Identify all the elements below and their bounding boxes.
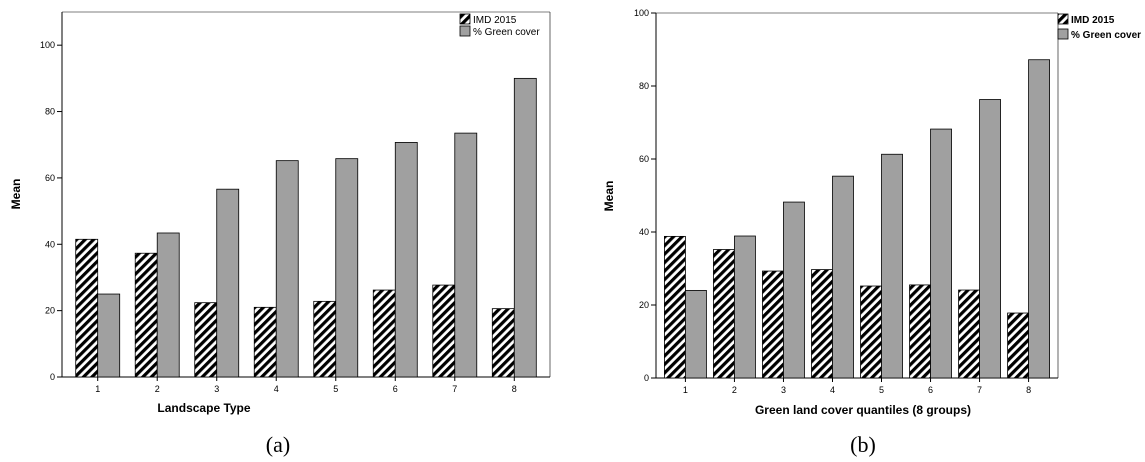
bar-imd-2015 (194, 302, 218, 378)
legend: IMD 2015 % Green cover (1057, 13, 1141, 41)
bar-green-cover (335, 158, 359, 378)
bar-green-cover (97, 293, 121, 378)
bar-imd-2015 (713, 249, 735, 379)
x-tick-label: 7 (452, 384, 457, 394)
y-tick-label: 40 (639, 227, 649, 237)
y-axis-title: Mean (602, 181, 616, 212)
bar-imd-2015 (909, 284, 931, 379)
y-axis-title: Mean (9, 179, 23, 210)
bar-green-cover (156, 232, 180, 378)
panel-label-a: (a) (266, 432, 290, 457)
bar-green-cover (513, 77, 537, 378)
x-tick-label: 8 (1026, 385, 1031, 395)
y-tick-label: 40 (45, 239, 55, 249)
x-axis-ticks: 1 2 3 4 5 6 7 8 (95, 377, 517, 394)
bar-imd-2015 (1007, 312, 1029, 379)
y-axis-ticks: 0 20 40 60 80 100 (40, 40, 62, 382)
legend: IMD 2015 % Green cover (459, 13, 540, 38)
bar-green-cover (832, 175, 854, 379)
panel-label-b: (b) (850, 432, 876, 457)
y-tick-label: 80 (45, 107, 55, 117)
y-tick-label: 100 (634, 8, 649, 18)
bar-imd-2015 (75, 238, 99, 378)
x-tick-label: 4 (274, 384, 279, 394)
bar-imd-2015 (811, 269, 833, 379)
x-tick-label: 3 (214, 384, 219, 394)
bar-green-cover (394, 142, 418, 378)
bar-imd-2015 (491, 308, 515, 378)
bar-imd-2015 (134, 252, 158, 378)
bar-green-cover (979, 99, 1001, 379)
x-tick-label: 2 (155, 384, 160, 394)
x-tick-label: 1 (683, 385, 688, 395)
legend-label-green: % Green cover (473, 27, 540, 38)
bar-green-cover (454, 132, 478, 378)
bar-green-cover (275, 160, 299, 378)
bar-green-cover (783, 201, 805, 379)
bar-green-cover (734, 235, 756, 379)
y-tick-label: 20 (639, 300, 649, 310)
x-axis-title: Landscape Type (157, 401, 250, 415)
x-tick-label: 6 (393, 384, 398, 394)
y-axis-ticks: 0 20 40 60 80 100 (634, 8, 656, 383)
bar-imd-2015 (432, 284, 456, 378)
legend-label-imd: IMD 2015 (1071, 15, 1115, 26)
bar-green-cover (216, 188, 240, 378)
bar-green-cover (930, 128, 952, 379)
legend-swatch-imd (459, 13, 471, 25)
legend-swatch-green (459, 25, 471, 37)
chart-panel-b: 0 20 40 60 80 100 1 2 3 4 5 6 7 8 Green land cover q… (602, 8, 1141, 457)
bar-green-cover (881, 153, 903, 379)
x-axis-ticks: 1 2 3 4 5 6 7 8 (683, 378, 1031, 395)
x-tick-label: 6 (928, 385, 933, 395)
y-tick-label: 60 (639, 154, 649, 164)
x-tick-label: 5 (879, 385, 884, 395)
bar-green-cover (1028, 59, 1050, 379)
x-tick-label: 7 (977, 385, 982, 395)
y-tick-label: 80 (639, 81, 649, 91)
bar-green-cover (685, 289, 707, 379)
bar-imd-2015 (762, 270, 784, 379)
bar-imd-2015 (664, 235, 686, 379)
bar-imd-2015 (372, 289, 396, 378)
legend-label-imd: IMD 2015 (473, 15, 517, 26)
x-tick-label: 4 (830, 385, 835, 395)
bar-imd-2015 (253, 306, 277, 378)
bars (75, 77, 537, 378)
bar-imd-2015 (860, 285, 882, 379)
y-tick-label: 100 (40, 40, 55, 50)
x-tick-label: 8 (512, 384, 517, 394)
y-tick-label: 0 (644, 373, 649, 383)
legend-swatch-green (1057, 28, 1069, 40)
x-tick-label: 2 (732, 385, 737, 395)
y-tick-label: 60 (45, 173, 55, 183)
legend-label-green: % Green cover (1071, 30, 1141, 41)
x-tick-label: 3 (781, 385, 786, 395)
bar-imd-2015 (958, 289, 980, 379)
x-tick-label: 5 (333, 384, 338, 394)
chart-panel-a: 0 20 40 60 80 100 1 2 3 4 5 6 7 8 Landscape Type Mea… (9, 11, 551, 457)
x-axis-title: Green land cover quantiles (8 groups) (755, 403, 971, 417)
legend-swatch-imd (1057, 13, 1069, 25)
y-tick-label: 0 (50, 372, 55, 382)
bars (664, 59, 1050, 379)
x-tick-label: 1 (95, 384, 100, 394)
bar-imd-2015 (313, 300, 337, 378)
y-tick-label: 20 (45, 306, 55, 316)
